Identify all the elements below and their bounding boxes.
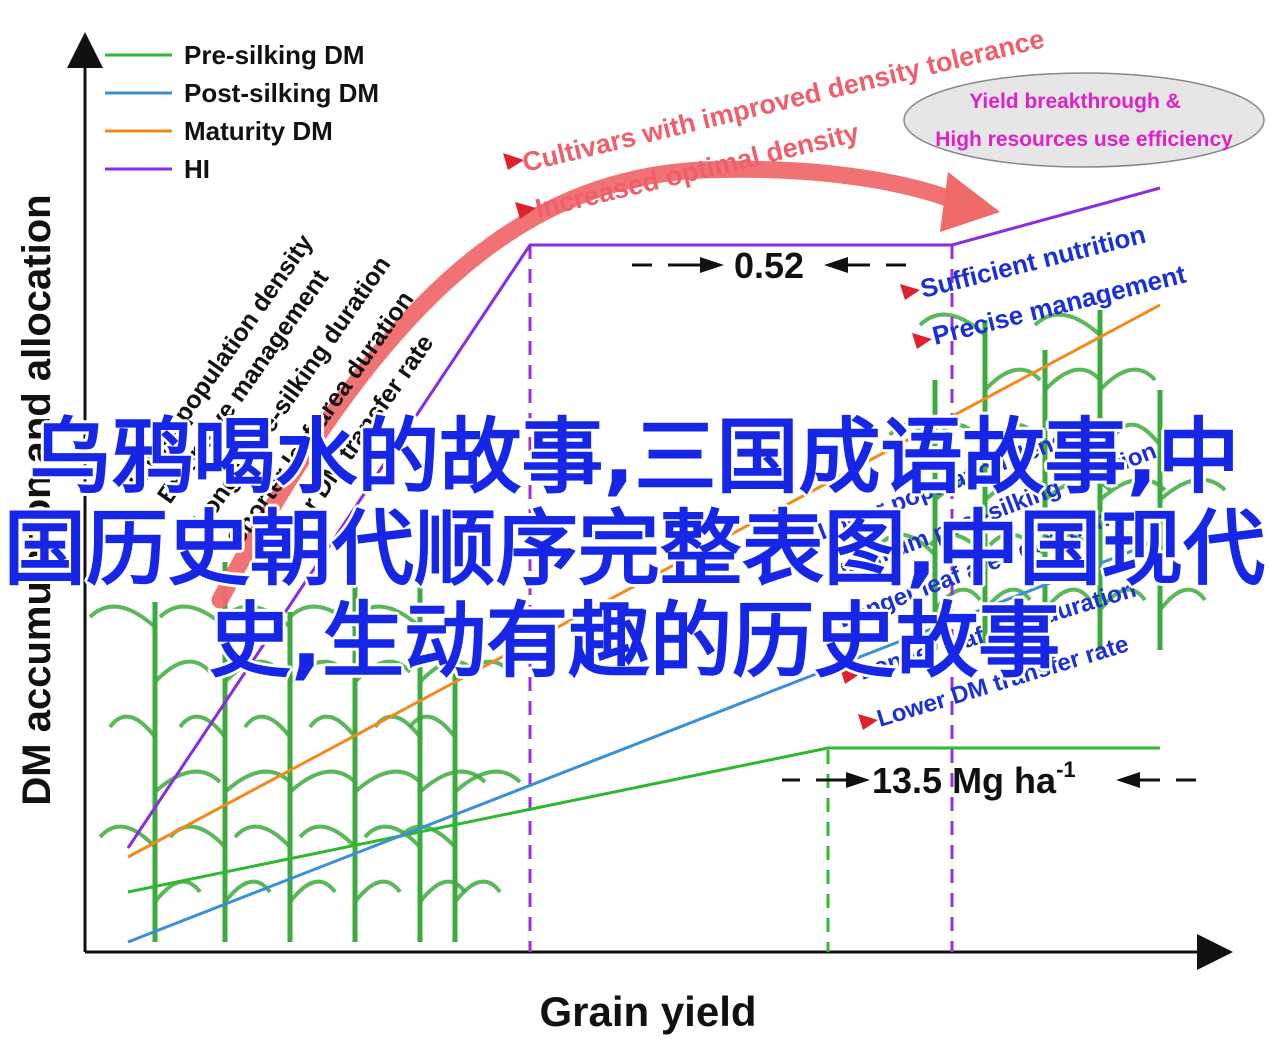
yield-value-indicator: 13.5 Mg ha-1: [782, 757, 1196, 801]
legend-post-silking: Post-silking DM: [184, 78, 379, 108]
hi-line: [126, 186, 1161, 849]
pointer-precise-management: [912, 333, 932, 349]
ellipse-text-line2: High resources use efficiency: [935, 128, 1233, 151]
legend-maturity: Maturity DM: [184, 116, 333, 146]
ellipse-text-line1: Yield breakthrough &: [969, 90, 1181, 113]
improvement-arrowhead: [940, 172, 1000, 232]
svg-text:13.5 Mg ha-1: 13.5 Mg ha-1: [872, 757, 1076, 801]
yield-value: 13.5 Mg ha: [872, 760, 1057, 801]
pointer-longer-lad: [840, 668, 860, 684]
pointer-lower-dm-transfer: [858, 714, 878, 730]
corn-plant: [918, 312, 1052, 650]
corn-plant: [288, 562, 422, 942]
legend-hi: HI: [184, 154, 210, 184]
legend: Pre-silking DM Post-silking DM Maturity …: [105, 40, 379, 184]
hi-value-indicator: 0.52: [632, 245, 906, 286]
pointer-sufficient-nutrition: [900, 284, 920, 300]
corn-plant: [353, 582, 487, 942]
overlay-line-2: 国历史朝代顺序完整表图,中国现代: [3, 502, 1266, 597]
pointer-density-tolerance: [503, 153, 524, 170]
y-axis-title: DM accumulation and allocation: [15, 194, 59, 805]
pointer-optimal-density: [515, 202, 536, 219]
corn-plant: [1103, 390, 1227, 650]
improvement-arrow: [211, 160, 974, 609]
watermark-overlay: 乌鸦喝水的故事,三国成语故事,中 国历史朝代顺序完整表图,中国现代 史,生动有趣…: [0, 412, 1269, 688]
maturity-dm-line: [127, 303, 1161, 859]
pre-silking-dm-line: [127, 746, 1160, 894]
overlay-line-1: 乌鸦喝水的故事,三国成语故事,中: [29, 410, 1240, 505]
legend-pre-silking: Pre-silking DM: [184, 40, 365, 70]
yield-exponent: -1: [1056, 757, 1076, 782]
overlay-line-3: 史,生动有趣的历史故事: [208, 594, 1061, 689]
yield-breakthrough-ellipse: [903, 72, 1265, 168]
post-silking-dm-line: [127, 538, 1161, 944]
hi-value: 0.52: [734, 245, 804, 286]
corn-plant: [988, 350, 1112, 650]
corn-plant: [223, 604, 357, 942]
corn-plant: [1033, 310, 1167, 650]
x-axis-title: Grain yield: [539, 988, 756, 1035]
